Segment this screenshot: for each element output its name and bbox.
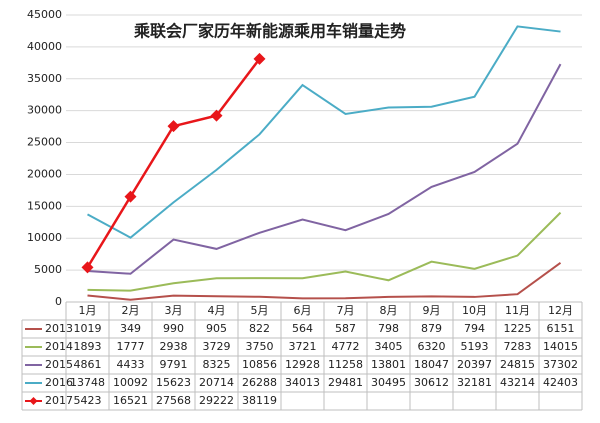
table-cell: 4772 [332, 340, 360, 353]
x-tick-label: 3月 [165, 304, 183, 317]
x-tick-label: 7月 [337, 304, 355, 317]
table-cell: 9791 [160, 358, 188, 371]
table-cell: 3405 [375, 340, 403, 353]
table-cell: 15623 [156, 376, 191, 389]
y-tick-label: 10000 [27, 231, 62, 244]
table-cell: 2938 [160, 340, 188, 353]
table-cell: 822 [249, 322, 270, 335]
table-cell: 37302 [543, 358, 578, 371]
table-cell: 794 [464, 322, 485, 335]
table-cell: 42403 [543, 376, 578, 389]
table-cell: 8325 [203, 358, 231, 371]
table-cell: 12928 [285, 358, 320, 371]
table-cell: 6320 [418, 340, 446, 353]
chart-title: 乘联会厂家历年新能源乘用车销量走势 [133, 22, 406, 41]
table-cell: 18047 [414, 358, 449, 371]
table-cell: 1777 [117, 340, 145, 353]
table-cell: 13801 [371, 358, 406, 371]
series-marker [124, 190, 137, 203]
table-cell: 30495 [371, 376, 406, 389]
y-tick-label: 40000 [27, 40, 62, 53]
table-cell: 4433 [117, 358, 145, 371]
legend-label: 2017 [45, 394, 73, 407]
table-cell: 5193 [461, 340, 489, 353]
y-tick-label: 25000 [27, 136, 62, 149]
table-cell: 4861 [74, 358, 102, 371]
legend-marker [29, 397, 38, 405]
table-cell: 905 [206, 322, 227, 335]
table-cell: 20714 [199, 376, 234, 389]
y-tick-label: 30000 [27, 104, 62, 117]
table-cell: 14015 [543, 340, 578, 353]
table-cell: 798 [378, 322, 399, 335]
y-tick-label: 35000 [27, 72, 62, 85]
table-cell: 564 [292, 322, 313, 335]
y-tick-label: 5000 [34, 263, 62, 276]
table-cell: 43214 [500, 376, 535, 389]
y-tick-label: 20000 [27, 167, 62, 180]
x-tick-label: 2月 [122, 304, 140, 317]
y-tick-label: 45000 [27, 8, 62, 21]
x-tick-label: 12月 [548, 304, 573, 317]
table-cell: 1019 [74, 322, 102, 335]
x-tick-label: 8月 [380, 304, 398, 317]
series-line [86, 58, 261, 269]
series-marker [253, 52, 266, 65]
series-line [87, 261, 562, 301]
legend-label: 2015 [45, 358, 73, 371]
series-line [87, 25, 561, 239]
legend-label: 2014 [45, 340, 73, 353]
y-tick-label: 0 [55, 295, 62, 308]
legend-label: 2013 [45, 322, 73, 335]
x-tick-label: 4月 [208, 304, 226, 317]
table-cell: 26288 [242, 376, 277, 389]
table-cell: 34013 [285, 376, 320, 389]
table-cell: 11258 [328, 358, 363, 371]
table-cell: 7283 [504, 340, 532, 353]
x-tick-label: 1月 [79, 304, 97, 317]
x-tick-label: 9月 [423, 304, 441, 317]
table-cell: 10092 [113, 376, 148, 389]
x-tick-label: 6月 [294, 304, 312, 317]
table-cell: 1893 [74, 340, 102, 353]
table-cell: 38119 [242, 394, 277, 407]
series-line [87, 211, 562, 292]
table-cell: 6151 [547, 322, 575, 335]
series-marker [210, 109, 223, 122]
table-cell: 587 [335, 322, 356, 335]
series-marker [167, 120, 180, 133]
y-tick-label: 15000 [27, 199, 62, 212]
series-marker [81, 261, 94, 274]
series-line [87, 63, 562, 275]
table-cell: 990 [163, 322, 184, 335]
table-cell: 29481 [328, 376, 363, 389]
table-cell: 10856 [242, 358, 277, 371]
table-cell: 3750 [246, 340, 274, 353]
table-cell: 879 [421, 322, 442, 335]
table-cell: 16521 [113, 394, 148, 407]
table-cell: 3729 [203, 340, 231, 353]
table-cell: 13748 [70, 376, 105, 389]
table-cell: 3721 [289, 340, 317, 353]
table-cell: 24815 [500, 358, 535, 371]
table-cell: 32181 [457, 376, 492, 389]
table-cell: 27568 [156, 394, 191, 407]
legend-label: 2016 [45, 376, 73, 389]
table-cell: 20397 [457, 358, 492, 371]
table-cell: 30612 [414, 376, 449, 389]
table-cell: 349 [120, 322, 141, 335]
x-tick-label: 10月 [462, 304, 487, 317]
table-cell: 5423 [74, 394, 102, 407]
table-cell: 1225 [504, 322, 532, 335]
table-cell: 29222 [199, 394, 234, 407]
x-tick-label: 5月 [251, 304, 269, 317]
x-tick-label: 11月 [505, 304, 530, 317]
